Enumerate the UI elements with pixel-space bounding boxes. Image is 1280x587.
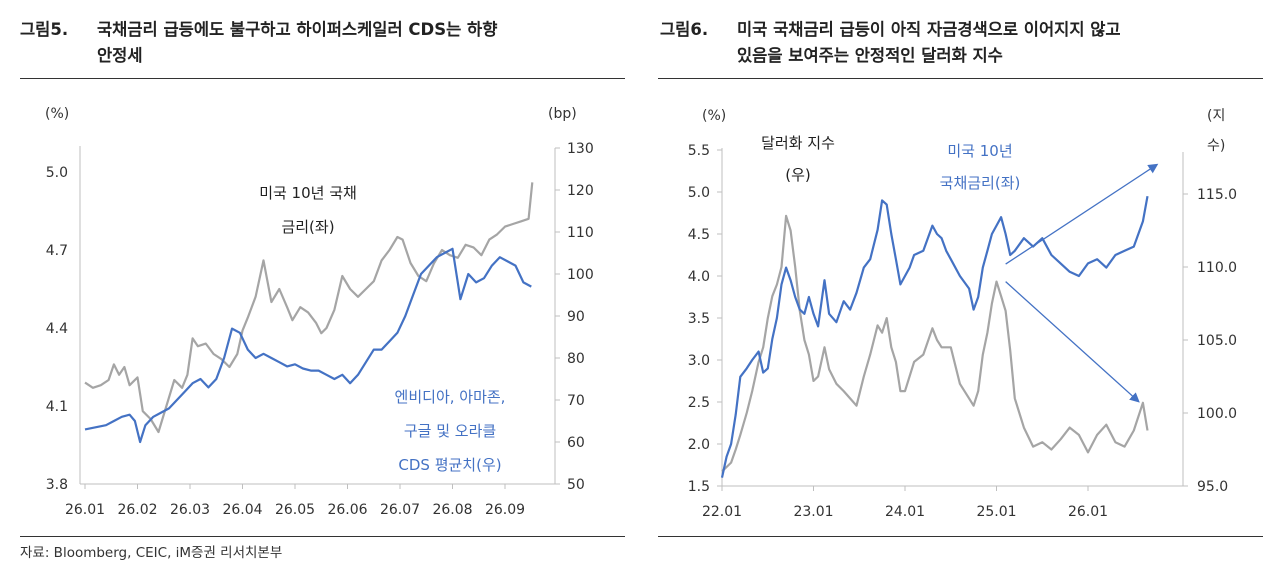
chart6-left-tick-label: 3.0 bbox=[688, 353, 710, 369]
chart6-blue-label-line2: 국채금리(좌) bbox=[940, 174, 1021, 192]
chart5-right-tick-label: 80 bbox=[567, 351, 585, 367]
chart6-trend-arrow bbox=[1005, 163, 1159, 265]
chart5-cds-line bbox=[84, 247, 532, 444]
chart5-blue-label-line2: 구글 및 오라클 bbox=[404, 422, 496, 440]
chart5-gray-label-line2: 금리(좌) bbox=[281, 218, 334, 236]
figure5-title-line2: 안정세 bbox=[97, 46, 143, 65]
chart5-left-tick-label: 4.7 bbox=[46, 243, 68, 259]
chart6-left-tick-label: 3.5 bbox=[688, 311, 710, 327]
chart6-dollar-index-line bbox=[721, 214, 1149, 473]
chart6-gray-label-line1: 달러화 지수 bbox=[761, 134, 835, 152]
chart6-left-tick-label: 5.0 bbox=[688, 185, 710, 201]
chart6-right-tick-label: 95.0 bbox=[1197, 479, 1228, 495]
chart6-left-tick-label: 1.5 bbox=[688, 479, 710, 495]
chart6-x-tick-label: 23.01 bbox=[793, 504, 833, 520]
figure5-chart: 3.8 4.1 4.4 4.7 5.0 50 60 70 80 90 100 110 120 130 26.… bbox=[45, 106, 594, 518]
chart5-right-tick-label: 100 bbox=[567, 267, 594, 283]
chart6-right-unit-part: 수) bbox=[1207, 138, 1225, 154]
chart5-right-tick-label: 90 bbox=[567, 309, 585, 325]
chart5-left-tick-label: 4.1 bbox=[46, 399, 68, 415]
chart5-right-tick-label: 120 bbox=[567, 183, 594, 199]
chart5-x-tick-label: 26.06 bbox=[327, 502, 367, 518]
figure6-panel: 그림6. 미국 국채금리 급등이 아직 자금경색으로 이어지지 않고 있음을 보… bbox=[640, 0, 1280, 587]
figure6-bottom-rule bbox=[658, 536, 1263, 537]
figure5-panel: 그림5. 국채금리 급등에도 불구하고 하이퍼스케일러 CDS는 하향 안정세 … bbox=[20, 18, 630, 561]
chart6-left-tick-label: 5.5 bbox=[688, 143, 710, 159]
chart5-x-tick-label: 26.07 bbox=[380, 502, 420, 518]
chart5-left-tick-label: 4.4 bbox=[46, 321, 68, 337]
chart6-gray-label-line2: (우) bbox=[785, 166, 811, 184]
chart6-right-unit-part: (지 bbox=[1207, 108, 1225, 124]
chart6-left-tick-label: 2.5 bbox=[688, 395, 710, 411]
chart5-left-tick-label: 5.0 bbox=[46, 165, 68, 181]
figure6-title-line2: 있음을 보여주는 안정적인 달러화 지수 bbox=[737, 46, 1003, 65]
figure6-title-line1: 미국 국채금리 급등이 아직 자금경색으로 이어지지 않고 bbox=[737, 20, 1121, 39]
figure5-number: 그림5. bbox=[20, 20, 69, 39]
figure5-title: 그림5. 국채금리 급등에도 불구하고 하이퍼스케일러 CDS는 하향 안정세 bbox=[20, 18, 630, 78]
chart6-left-tick-label: 2.0 bbox=[688, 437, 710, 453]
figure5-title-line1: 국채금리 급등에도 불구하고 하이퍼스케일러 CDS는 하향 bbox=[97, 20, 498, 39]
chart5-blue-label-line1: 엔비디아, 아마존, bbox=[395, 388, 506, 406]
chart5-left-tick-label: 3.8 bbox=[46, 477, 68, 493]
chart6-x-tick-label: 26.01 bbox=[1068, 504, 1108, 520]
figure6-title-rule bbox=[658, 78, 1263, 79]
chart5-right-tick-label: 70 bbox=[567, 393, 585, 409]
chart5-right-tick-label: 60 bbox=[567, 435, 585, 451]
figure6-title: 그림6. 미국 국채금리 급등이 아직 자금경색으로 이어지지 않고 있음을 보… bbox=[660, 18, 1275, 78]
figure5-title-rule bbox=[20, 78, 625, 79]
chart6-right-tick-label: 100.0 bbox=[1197, 406, 1237, 422]
chart5-x-tick-label: 26.04 bbox=[222, 502, 262, 518]
chart5-x-tick-label: 26.05 bbox=[275, 502, 315, 518]
chart6-trend-arrow bbox=[1005, 281, 1140, 403]
chart5-left-unit: (%) bbox=[45, 106, 69, 122]
chart6-right-tick-label: 110.0 bbox=[1197, 260, 1237, 276]
chart5-right-tick-label: 50 bbox=[567, 477, 585, 493]
chart6-x-tick-label: 22.01 bbox=[702, 504, 742, 520]
chart5-x-tick-label: 26.03 bbox=[170, 502, 210, 518]
chart5-right-tick-label: 110 bbox=[567, 225, 594, 241]
chart6-right-tick-label: 115.0 bbox=[1197, 187, 1237, 203]
figure6-number: 그림6. bbox=[660, 20, 709, 39]
source-rule bbox=[20, 536, 625, 537]
chart5-right-unit: (bp) bbox=[548, 106, 577, 122]
chart5-x-tick-label: 26.09 bbox=[485, 502, 525, 518]
chart6-right-tick-label: 105.0 bbox=[1197, 333, 1237, 349]
chart6-left-tick-label: 4.5 bbox=[688, 227, 710, 243]
chart5-x-tick-label: 26.02 bbox=[117, 502, 157, 518]
source-note: 자료: Bloomberg, CEIC, iM증권 리서치본부 bbox=[20, 545, 283, 561]
chart5-x-tick-label: 26.08 bbox=[432, 502, 472, 518]
chart6-x-tick-label: 25.01 bbox=[976, 504, 1016, 520]
chart6-left-tick-label: 4.0 bbox=[688, 269, 710, 285]
chart5-right-tick-label: 130 bbox=[567, 141, 594, 157]
chart6-left-unit: (%) bbox=[702, 108, 726, 124]
chart6-x-tick-label: 24.01 bbox=[885, 504, 925, 520]
chart5-blue-label-line3: CDS 평균치(우) bbox=[398, 456, 501, 474]
chart5-gray-label-line1: 미국 10년 국채 bbox=[259, 184, 357, 202]
chart5-treasury-line bbox=[84, 182, 534, 434]
chart6-blue-label-line1: 미국 10년 bbox=[947, 142, 1012, 160]
chart5-x-tick-label: 26.01 bbox=[65, 502, 105, 518]
chart6-treasury-line bbox=[720, 196, 1149, 478]
figure6-chart: 1.5 2.0 2.5 3.0 3.5 4.0 4.5 5.0 5.5 95.0 100.0 105.… bbox=[688, 108, 1237, 520]
